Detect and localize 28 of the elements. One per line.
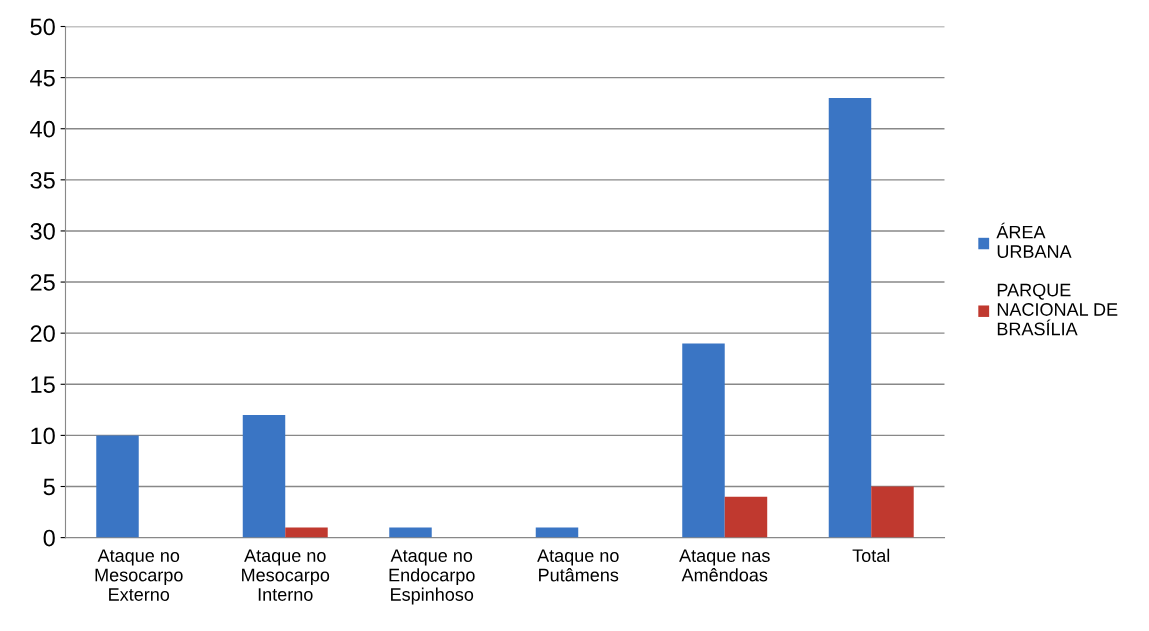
bar (242, 414, 286, 538)
bar (871, 486, 914, 538)
bar (96, 435, 139, 538)
x-tick-label: Ataque no Mesocarpo Externo (95, 549, 183, 601)
y-tick-label: 40 (30, 120, 55, 138)
y-tick-label: 50 (30, 18, 55, 36)
x-tick-label: Total (852, 548, 890, 562)
bar (828, 98, 872, 538)
y-tick-label: 20 (30, 325, 55, 342)
y-tick-label: 25 (30, 274, 55, 291)
bar (724, 496, 768, 538)
bar (389, 527, 432, 538)
legend-label: ÁREA URBANA (996, 222, 1072, 258)
bar (682, 343, 725, 538)
x-tick-label: Ataque nas Amêndoas (679, 549, 770, 582)
y-tick-label: 15 (31, 376, 55, 394)
x-tick-label: Ataque no Endocarpo Espinhoso (389, 549, 475, 605)
legend-label: PARQUE NACIONAL DE BRASÍLIA (997, 283, 1118, 336)
bar (535, 527, 579, 538)
y-tick-label: 5 (43, 478, 55, 496)
y-tick-label: 45 (30, 69, 55, 87)
y-tick-label: 10 (31, 427, 55, 445)
bar (285, 527, 328, 538)
y-tick-label: 35 (30, 171, 55, 189)
y-tick-label: 30 (30, 223, 55, 240)
x-tick-label: Ataque no Mesocarpo Interno (242, 549, 330, 601)
x-tick-label: Ataque no Putâmens (537, 549, 619, 582)
y-tick-label: 0 (43, 529, 55, 547)
